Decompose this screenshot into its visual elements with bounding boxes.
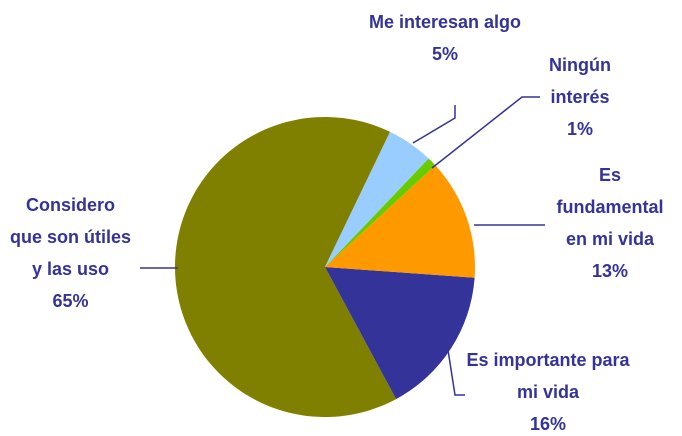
value-label: 13% <box>591 261 629 281</box>
value-label: 1% <box>566 119 593 139</box>
category-label: Considero que son útiles y las uso <box>9 195 132 279</box>
category-label: Es importante para mi vida <box>466 350 630 402</box>
slice-label: Es importante para mi vida 16% <box>458 344 638 436</box>
slice-label: Me interesan algo 5% <box>365 6 525 70</box>
category-label: Ningún interés <box>549 55 611 107</box>
category-label: Me interesan algo <box>368 12 522 32</box>
pie-slice <box>325 158 436 267</box>
pie-slice <box>325 165 476 278</box>
value-label: 65% <box>52 291 89 311</box>
leader-line <box>431 96 540 169</box>
pie-slice <box>325 267 475 400</box>
slice-label: Es fundamental en mi vida 13% <box>545 159 675 287</box>
value-label: 16% <box>529 414 567 434</box>
slice-label: Considero que son útiles y las uso 65% <box>8 189 133 317</box>
slice-label: Ningún interés 1% <box>530 49 630 145</box>
leader-line <box>412 105 456 144</box>
pie-slice <box>325 131 429 267</box>
value-label: 5% <box>431 44 458 64</box>
category-label: Es fundamental en mi vida <box>556 165 664 249</box>
leader-line <box>447 349 465 396</box>
pie-slice <box>175 116 397 417</box>
